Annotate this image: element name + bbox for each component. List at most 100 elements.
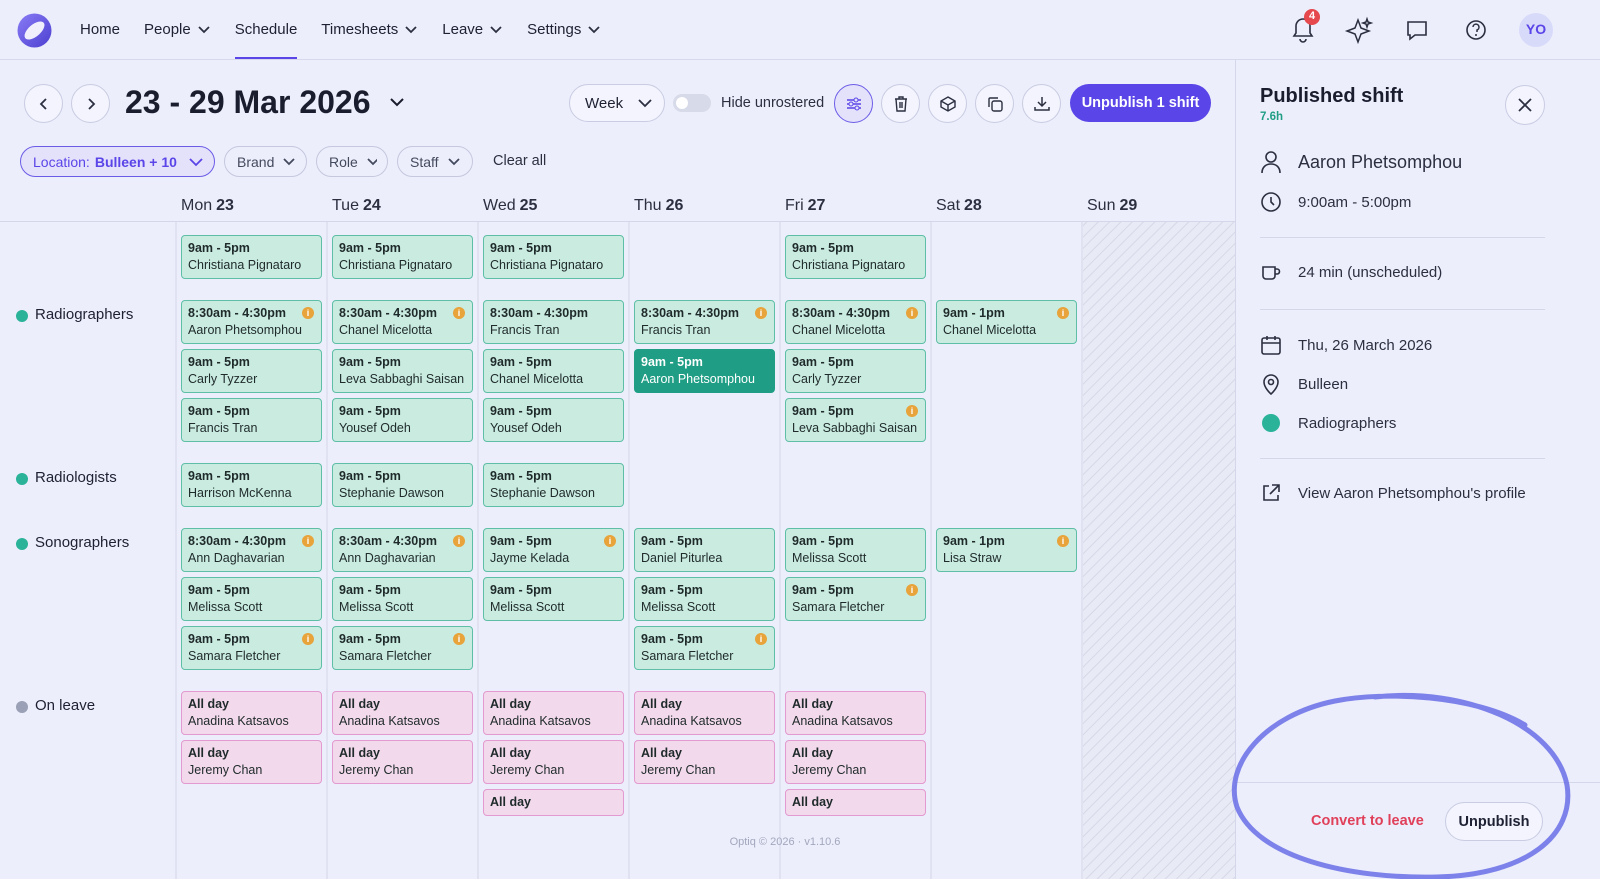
shift-card[interactable]: 9am - 5pm Melissa Scott (634, 577, 775, 621)
shift-card[interactable]: 9am - 5pm Harrison McKenna (181, 463, 322, 507)
leave-card[interactable]: All day Jeremy Chan (181, 740, 322, 784)
ai-icon[interactable] (1344, 16, 1374, 45)
shift-card[interactable]: 9am - 5pm Leva Sabbaghi Saisan i (785, 398, 926, 442)
shift-card[interactable]: 9am - 5pm Stephanie Dawson (483, 463, 624, 507)
delete-button[interactable] (881, 84, 920, 123)
group-row: Radiologists 9am - 5pm Harrison McKenna 9am… (0, 463, 1235, 507)
shift-card[interactable]: 9am - 5pm Melissa Scott (332, 577, 473, 621)
shift-card[interactable]: 9am - 5pm Christiana Pignataro (785, 235, 926, 279)
shift-card[interactable]: 9am - 5pm Yousef Odeh (483, 398, 624, 442)
shift-time: All day (339, 697, 380, 711)
shift-employee: Francis Tran (188, 421, 258, 435)
shift-employee: Chanel Micelotta (339, 323, 433, 337)
leave-card[interactable]: All day (785, 789, 926, 816)
profile-link[interactable]: View Aaron Phetsomphou's profile (1260, 482, 1526, 504)
leave-card[interactable]: All day Anadina Katsavos (181, 691, 322, 735)
shift-card[interactable]: 9am - 1pm Lisa Straw i (936, 528, 1077, 572)
group-name: Sonographers (35, 534, 130, 551)
shift-employee: Daniel Piturlea (641, 551, 723, 565)
leave-card[interactable]: All day Anadina Katsavos (332, 691, 473, 735)
nav-item[interactable]: Timesheets (321, 0, 418, 59)
nav-label: Timesheets (321, 21, 399, 38)
filter-pill[interactable]: Role (316, 146, 388, 177)
shift-time: 9am - 5pm (490, 241, 552, 255)
date-chevron[interactable] (388, 96, 406, 110)
shift-card[interactable]: 9am - 5pm Stephanie Dawson (332, 463, 473, 507)
shift-employee: Anadina Katsavos (490, 714, 591, 728)
panel-title: Published shift (1260, 85, 1404, 107)
nav-item[interactable]: Home (80, 0, 120, 59)
shift-card[interactable]: 9am - 5pm Aaron Phetsomphou (634, 349, 775, 393)
unpublish-week-button[interactable]: Unpublish 1 shift (1070, 84, 1211, 122)
date-range[interactable]: 23 - 29 Mar 2026 (125, 84, 371, 120)
shift-card[interactable]: 8:30am - 4:30pm Francis Tran (483, 300, 624, 344)
filter-pill[interactable]: Staff (397, 146, 473, 177)
grid-lines (175, 222, 1235, 879)
nav-item[interactable]: People (144, 0, 211, 59)
copy-button[interactable] (975, 84, 1014, 123)
shift-card[interactable]: 9am - 5pm Leva Sabbaghi Saisan (332, 349, 473, 393)
shift-card[interactable]: 9am - 5pm Carly Tyzzer (181, 349, 322, 393)
shift-card[interactable]: 8:30am - 4:30pm Aaron Phetsomphou i (181, 300, 322, 344)
shift-card[interactable]: 9am - 5pm Daniel Piturlea (634, 528, 775, 572)
shift-card[interactable]: 9am - 5pm Christiana Pignataro (332, 235, 473, 279)
leave-card[interactable]: All day Jeremy Chan (332, 740, 473, 784)
shift-card[interactable]: 9am - 5pm Samara Fletcher i (181, 626, 322, 670)
clear-filters[interactable]: Clear all (493, 153, 547, 169)
leave-card[interactable]: All day Jeremy Chan (785, 740, 926, 784)
shift-card[interactable]: 9am - 5pm Samara Fletcher i (785, 577, 926, 621)
leave-card[interactable]: All day Anadina Katsavos (483, 691, 624, 735)
nav-item[interactable]: Schedule (234, 0, 297, 59)
shift-employee: Jeremy Chan (641, 763, 716, 777)
download-button[interactable] (1022, 84, 1061, 123)
filter-button[interactable] (834, 84, 873, 123)
shift-card[interactable]: 9am - 5pm Samara Fletcher i (634, 626, 775, 670)
logo[interactable] (17, 13, 52, 48)
unpublish-button[interactable]: Unpublish (1445, 802, 1543, 841)
shift-card[interactable]: 9am - 5pm Melissa Scott (785, 528, 926, 572)
schedule-grid: 9am - 5pm Christiana Pignataro 9am - 5pm Ch… (0, 222, 1235, 879)
shift-card[interactable]: 8:30am - 4:30pm Chanel Micelotta i (332, 300, 473, 344)
shift-card[interactable]: 9am - 5pm Christiana Pignataro (181, 235, 322, 279)
day-name: Tue (332, 197, 359, 214)
next-button[interactable] (71, 84, 110, 123)
shift-card[interactable]: 9am - 5pm Christiana Pignataro (483, 235, 624, 279)
bell-icon[interactable] (1292, 18, 1314, 43)
leave-card[interactable]: All day Jeremy Chan (634, 740, 775, 784)
shift-time: 9am - 5pm (188, 404, 250, 418)
convert-to-leave[interactable]: Convert to leave (1311, 813, 1424, 829)
publish-button[interactable] (928, 84, 967, 123)
help-icon[interactable] (1466, 20, 1486, 40)
shift-time: 9am - 5pm (490, 404, 552, 418)
leave-card[interactable]: All day Jeremy Chan (483, 740, 624, 784)
leave-card[interactable]: All day Anadina Katsavos (634, 691, 775, 735)
leave-card[interactable]: All day Anadina Katsavos (785, 691, 926, 735)
shift-employee: Chanel Micelotta (490, 372, 584, 386)
avatar[interactable] (1519, 13, 1553, 47)
shift-card[interactable]: 9am - 5pm Samara Fletcher i (332, 626, 473, 670)
shift-card[interactable]: 8:30am - 4:30pm Chanel Micelotta i (785, 300, 926, 344)
chat-icon[interactable] (1407, 21, 1427, 41)
shift-card[interactable]: 9am - 1pm Chanel Micelotta i (936, 300, 1077, 344)
shift-card[interactable]: 9am - 5pm Yousef Odeh (332, 398, 473, 442)
shift-card[interactable]: 8:30am - 4:30pm Francis Tran i (634, 300, 775, 344)
close-button[interactable] (1505, 85, 1545, 125)
location-filter[interactable]: Location: Bulleen + 10 (20, 146, 215, 177)
shift-card[interactable]: 9am - 5pm Jayme Kelada i (483, 528, 624, 572)
shift-card[interactable]: 9am - 5pm Francis Tran (181, 398, 322, 442)
leave-card[interactable]: All day (483, 789, 624, 816)
prev-button[interactable] (24, 84, 63, 123)
toggle[interactable] (673, 94, 711, 112)
nav-item[interactable]: Settings (527, 0, 601, 59)
shift-card[interactable]: 9am - 5pm Melissa Scott (483, 577, 624, 621)
shift-card[interactable]: 9am - 5pm Melissa Scott (181, 577, 322, 621)
nav-item[interactable]: Leave (442, 0, 503, 59)
view-select[interactable]: Week (569, 84, 665, 122)
shift-card[interactable]: 8:30am - 4:30pm Ann Daghavarian i (332, 528, 473, 572)
shift-card[interactable]: 9am - 5pm Chanel Micelotta (483, 349, 624, 393)
shift-card[interactable]: 9am - 5pm Carly Tyzzer (785, 349, 926, 393)
day-column: 9am - 5pm Christiana Pignataro (780, 235, 931, 279)
filter-pill[interactable]: Brand (224, 146, 307, 177)
shift-card[interactable]: 8:30am - 4:30pm Ann Daghavarian i (181, 528, 322, 572)
